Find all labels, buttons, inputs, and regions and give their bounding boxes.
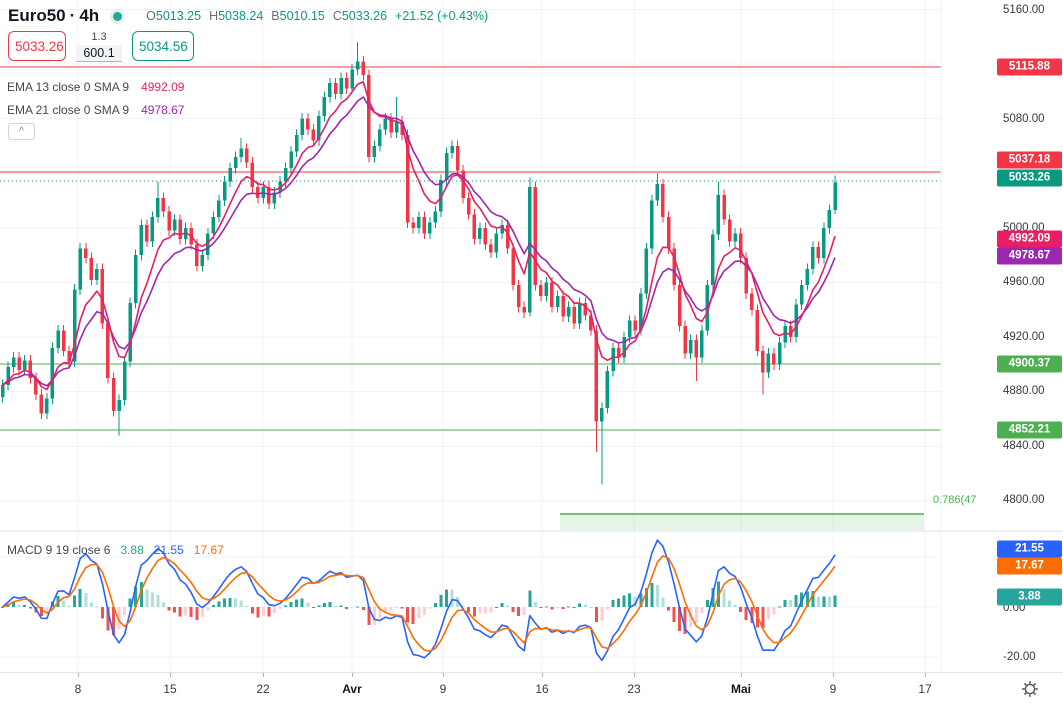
time-tick-mark <box>634 673 635 677</box>
price-badge: 3.88 <box>997 588 1062 606</box>
ema21-label: EMA 21 close 0 SMA 9 <box>7 103 130 117</box>
time-tick-label: Avr <box>342 682 362 696</box>
market-status-icon <box>113 11 123 21</box>
time-tick-mark <box>925 673 926 677</box>
axis-settings-button[interactable] <box>1019 678 1041 700</box>
macd-hist-value: 3.88 <box>120 543 144 557</box>
symbol-title[interactable]: Euro50 · 4h <box>8 6 99 26</box>
time-tick-mark <box>352 673 353 677</box>
price-badge: 4852.21 <box>997 421 1062 439</box>
ema13-label: EMA 13 close 0 SMA 9 <box>7 80 130 94</box>
ohlc-low: B5010.15 <box>271 9 325 23</box>
price-tick-label: 5160.00 <box>1003 4 1045 16</box>
time-tick-mark <box>170 673 171 677</box>
ema13-value: 4992.09 <box>141 80 185 94</box>
time-axis[interactable]: 8 15 22 Avr 9 16 23 Mai 9 17 <box>0 672 1063 704</box>
price-tick-label: 4840.00 <box>1003 440 1045 452</box>
ema21-value: 4978.67 <box>141 103 185 117</box>
lot-size-value[interactable]: 600.1 <box>76 45 122 62</box>
price-badge: 17.67 <box>997 557 1062 575</box>
time-tick-mark <box>78 673 79 677</box>
time-tick-label: 17 <box>918 682 932 696</box>
price-tick-label: -20.00 <box>1003 651 1036 663</box>
trade-widget: 5033.26 1.3 600.1 5034.56 <box>8 31 194 62</box>
time-tick-mark <box>542 673 543 677</box>
time-tick-label: 22 <box>256 682 270 696</box>
title-separator: · <box>69 6 76 25</box>
time-tick-mark <box>443 673 444 677</box>
price-axis[interactable]: 5160.00 5080.00 5000.00 4960.00 4920.00 4880.… <box>941 0 1063 672</box>
macd-line-value: 21.55 <box>153 543 184 557</box>
fib-level-label: 0.786(47 <box>933 494 977 506</box>
time-tick-label: 9 <box>439 682 447 696</box>
gear-icon <box>1022 681 1038 697</box>
time-tick-mark <box>833 673 834 677</box>
ohlc-close: C5033.26 <box>332 9 388 23</box>
ohlc-values: O5013.25 H5038.24 B5010.15 C5033.26 +21.… <box>146 9 488 23</box>
price-tick-label: 4880.00 <box>1003 385 1045 397</box>
buy-button[interactable]: 5034.56 <box>132 31 194 61</box>
chart-header: Euro50 · 4h O5013.25 H5038.24 B5010.15 C50… <box>8 6 488 26</box>
price-badge: 4900.37 <box>997 355 1062 373</box>
price-badge: 5115.88 <box>997 58 1062 76</box>
indicator-legend-ema21[interactable]: EMA 21 close 0 SMA 9 4978.67 <box>7 103 184 117</box>
price-badge: 5037.18 <box>997 151 1062 169</box>
time-tick-label: 15 <box>163 682 177 696</box>
price-badge: 5033.26 <box>997 169 1062 187</box>
symbol-name: Euro50 <box>8 6 66 25</box>
sell-button[interactable]: 5033.26 <box>8 31 66 61</box>
price-tick-label: 4920.00 <box>1003 331 1045 343</box>
spread-display: 1.3 600.1 <box>75 31 123 62</box>
macd-legend[interactable]: MACD 9 19 close 6 3.88 21.55 17.67 <box>7 543 224 557</box>
time-tick-mark <box>741 673 742 677</box>
price-badge: 4992.09 <box>997 230 1062 248</box>
price-badge: 21.55 <box>997 540 1062 558</box>
price-tick-label: 4800.00 <box>1003 494 1045 506</box>
spread-value: 1.3 <box>91 31 107 43</box>
macd-label: MACD 9 19 close 6 <box>7 543 111 557</box>
interval-label: 4h <box>79 6 100 25</box>
price-badge: 4978.67 <box>997 247 1062 265</box>
time-tick-label: Mai <box>730 682 752 696</box>
time-tick-label: 16 <box>535 682 549 696</box>
time-tick-label: 8 <box>74 682 82 696</box>
ohlc-high: H5038.24 <box>209 9 264 23</box>
macd-signal-value: 17.67 <box>193 543 224 557</box>
chevron-up-icon: ^ <box>19 126 24 137</box>
time-tick-mark <box>263 673 264 677</box>
price-tick-label: 4960.00 <box>1003 276 1045 288</box>
ohlc-open: O5013.25 <box>146 9 202 23</box>
change-value: +21.52 (+0.43%) <box>395 9 489 23</box>
time-tick-label: 23 <box>627 682 641 696</box>
collapse-indicators-button[interactable]: ^ <box>8 123 35 140</box>
indicator-legend-ema13[interactable]: EMA 13 close 0 SMA 9 4992.09 <box>7 80 184 94</box>
price-tick-label: 5080.00 <box>1003 113 1045 125</box>
time-tick-label: 9 <box>829 682 837 696</box>
